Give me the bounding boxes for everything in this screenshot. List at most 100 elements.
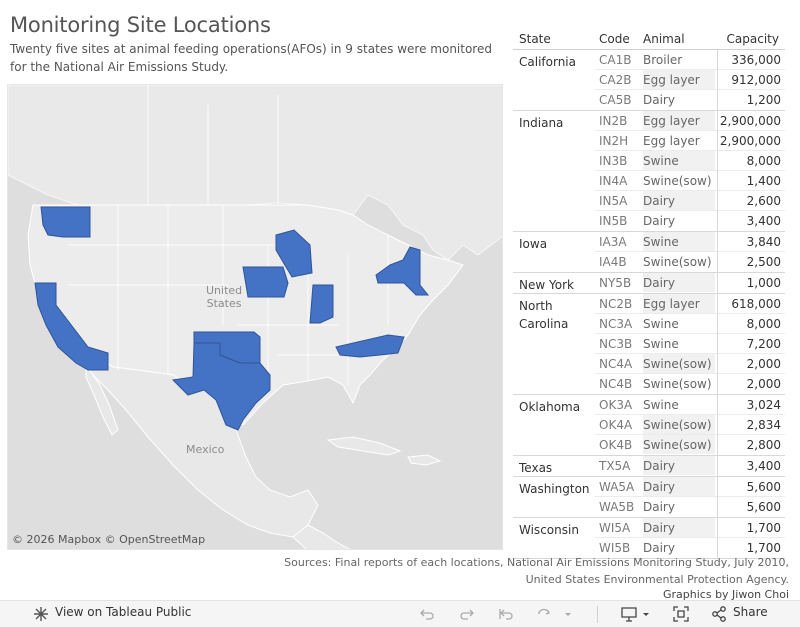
capacity-cell: 8,000 bbox=[746, 317, 781, 331]
column-divider bbox=[717, 232, 718, 252]
state-cell[interactable]: Texas bbox=[519, 461, 553, 475]
state-iowa bbox=[242, 266, 289, 298]
table-row[interactable]: NY5B Dairy 1,000 bbox=[595, 273, 785, 293]
table-row[interactable]: NC4B Swine(sow) 2,000 bbox=[595, 374, 785, 394]
column-divider bbox=[717, 50, 718, 70]
capacity-cell: 3,400 bbox=[746, 214, 781, 228]
state-cell[interactable]: Iowa bbox=[519, 237, 548, 251]
download-icon[interactable] bbox=[620, 605, 638, 623]
capacity-cell: 1,400 bbox=[746, 174, 781, 188]
state-cell[interactable]: Indiana bbox=[519, 116, 564, 130]
code-cell: IA4B bbox=[599, 255, 627, 269]
share-button[interactable]: Share bbox=[733, 605, 768, 619]
revert-icon[interactable] bbox=[497, 605, 515, 623]
header-animal[interactable]: Animal bbox=[643, 32, 685, 46]
tableau-icon[interactable] bbox=[32, 605, 50, 623]
state-north-carolina bbox=[335, 334, 405, 358]
table-row[interactable]: CA2B Egg layer 912,000 bbox=[595, 70, 785, 90]
undo-icon[interactable] bbox=[418, 605, 436, 623]
capacity-cell: 2,900,000 bbox=[719, 134, 781, 148]
capacity-cell: 2,800 bbox=[746, 438, 781, 452]
table-row[interactable]: IN5B Dairy 3,400 bbox=[595, 211, 785, 231]
state-cell[interactable]: New York bbox=[519, 278, 574, 292]
animal-cell: Swine(sow) bbox=[643, 415, 715, 434]
table-row[interactable]: IA4B Swine(sow) 2,500 bbox=[595, 252, 785, 272]
view-on-tableau-link[interactable]: View on Tableau Public bbox=[55, 605, 192, 619]
animal-cell: Dairy bbox=[643, 477, 715, 496]
map-label-usa: United States bbox=[206, 284, 243, 310]
canada-land bbox=[8, 85, 502, 261]
animal-cell: Swine(sow) bbox=[643, 174, 712, 188]
animal-cell: Egg layer bbox=[643, 294, 715, 313]
capacity-cell: 3,840 bbox=[746, 235, 781, 249]
column-divider bbox=[717, 111, 718, 131]
column-divider bbox=[717, 211, 718, 231]
table-row[interactable]: WA5B Dairy 5,600 bbox=[595, 497, 785, 517]
table-row[interactable]: WI5B Dairy 1,700 bbox=[595, 538, 785, 558]
column-divider bbox=[717, 273, 718, 293]
table-row[interactable]: TX5A Dairy 3,400 bbox=[595, 456, 785, 476]
map-view[interactable]: United States Mexico © 2026 Mapbox © Ope… bbox=[7, 84, 503, 550]
fullscreen-icon[interactable] bbox=[672, 605, 690, 623]
table-row[interactable]: IN5A Dairy 2,600 bbox=[595, 191, 785, 211]
code-cell: WI5A bbox=[599, 521, 631, 535]
table-row[interactable]: NC4A Swine(sow) 2,000 bbox=[595, 354, 785, 374]
map-label-mexico: Mexico bbox=[186, 443, 225, 456]
table-row[interactable]: CA5B Dairy 1,200 bbox=[595, 90, 785, 110]
header-capacity[interactable]: Capacity bbox=[726, 32, 779, 46]
code-cell: NC2B bbox=[599, 297, 633, 311]
code-cell: OK4A bbox=[599, 418, 633, 432]
state-cell[interactable]: California bbox=[519, 55, 576, 69]
animal-cell: Dairy bbox=[643, 214, 675, 228]
table-row[interactable]: NC3B Swine 7,200 bbox=[595, 334, 785, 354]
table-row[interactable]: OK4A Swine(sow) 2,834 bbox=[595, 415, 785, 435]
credit-note: Graphics by Jiwon Choi bbox=[663, 588, 789, 601]
cuba-land bbox=[326, 436, 402, 456]
share-icon[interactable] bbox=[710, 605, 728, 623]
redo-icon[interactable] bbox=[458, 605, 476, 623]
code-cell: WA5B bbox=[599, 500, 635, 514]
chevron-down-icon[interactable] bbox=[562, 605, 574, 623]
animal-cell: Dairy bbox=[643, 518, 715, 537]
state-cell[interactable]: Oklahoma bbox=[519, 400, 581, 414]
code-cell: NC3B bbox=[599, 337, 633, 351]
table-row[interactable]: OK4B Swine(sow) 2,800 bbox=[595, 435, 785, 455]
table-row[interactable]: WI5A Dairy 1,700 bbox=[595, 518, 785, 538]
capacity-cell: 2,900,000 bbox=[719, 114, 781, 128]
state-cell[interactable]: North Carolina bbox=[519, 299, 569, 331]
column-divider bbox=[717, 314, 718, 334]
table-row[interactable]: IN2B Egg layer 2,900,000 bbox=[595, 111, 785, 131]
refresh-icon[interactable] bbox=[535, 605, 553, 623]
capacity-cell: 3,400 bbox=[746, 459, 781, 473]
header-state[interactable]: State bbox=[519, 32, 551, 46]
table-row[interactable]: NC3A Swine 8,000 bbox=[595, 314, 785, 334]
table-row[interactable]: CA1B Broiler 336,000 bbox=[595, 50, 785, 70]
table-row[interactable]: NC2B Egg layer 618,000 bbox=[595, 294, 785, 314]
column-divider bbox=[717, 518, 718, 538]
capacity-cell: 2,000 bbox=[746, 357, 781, 371]
table-row[interactable]: IN4A Swine(sow) 1,400 bbox=[595, 171, 785, 191]
column-divider bbox=[717, 191, 718, 211]
table-row[interactable]: OK3A Swine 3,024 bbox=[595, 395, 785, 415]
animal-cell: Egg layer bbox=[643, 134, 700, 148]
animal-cell: Dairy bbox=[643, 273, 715, 292]
animal-cell: Swine(sow) bbox=[643, 354, 715, 373]
table-row[interactable]: WA5A Dairy 5,600 bbox=[595, 477, 785, 497]
table-row[interactable]: IN3B Swine 8,000 bbox=[595, 151, 785, 171]
map-attribution[interactable]: © 2026 Mapbox © OpenStreetMap bbox=[12, 533, 206, 546]
state-cell[interactable]: Washington bbox=[519, 482, 590, 496]
state-cell[interactable]: Wisconsin bbox=[519, 523, 579, 537]
hispaniola-land bbox=[407, 454, 442, 466]
code-cell: IA3A bbox=[599, 235, 627, 249]
table-group: Indiana IN2B Egg layer 2,900,000 IN2H Egg lay… bbox=[513, 111, 785, 232]
table-row[interactable]: IN2H Egg layer 2,900,000 bbox=[595, 131, 785, 151]
capacity-cell: 1,200 bbox=[746, 93, 781, 107]
code-cell: TX5A bbox=[599, 459, 631, 473]
download-menu-icon[interactable] bbox=[640, 605, 652, 623]
highlighted-states bbox=[34, 206, 430, 431]
table-row[interactable]: IA3A Swine 3,840 bbox=[595, 232, 785, 252]
header-code[interactable]: Code bbox=[599, 32, 630, 46]
table-group: Washington WA5A Dairy 5,600 WA5B Dairy 5,600 bbox=[513, 477, 785, 518]
capacity-cell: 8,000 bbox=[746, 154, 781, 168]
animal-cell: Egg layer bbox=[643, 70, 715, 89]
